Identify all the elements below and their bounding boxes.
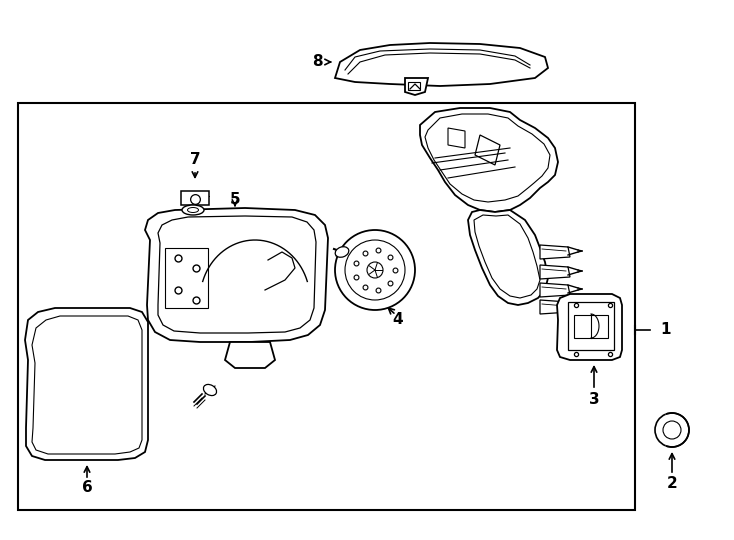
- Polygon shape: [32, 316, 142, 454]
- Polygon shape: [540, 283, 570, 297]
- Polygon shape: [557, 294, 622, 360]
- Polygon shape: [474, 215, 540, 298]
- Polygon shape: [568, 302, 614, 350]
- Text: 8: 8: [313, 55, 323, 70]
- Polygon shape: [540, 245, 570, 259]
- Text: 1: 1: [660, 322, 670, 338]
- Text: 3: 3: [589, 393, 600, 408]
- Polygon shape: [448, 128, 465, 148]
- Polygon shape: [425, 114, 550, 202]
- Text: 2: 2: [666, 476, 677, 491]
- Bar: [18, 103, 635, 510]
- FancyBboxPatch shape: [181, 191, 209, 205]
- Circle shape: [367, 262, 383, 278]
- Polygon shape: [420, 108, 558, 212]
- Ellipse shape: [203, 384, 217, 396]
- Ellipse shape: [335, 247, 349, 257]
- Text: 6: 6: [81, 481, 92, 496]
- Polygon shape: [468, 210, 548, 305]
- Polygon shape: [145, 208, 328, 342]
- Circle shape: [335, 230, 415, 310]
- Text: 7: 7: [189, 152, 200, 167]
- Polygon shape: [335, 43, 548, 86]
- Polygon shape: [540, 265, 570, 279]
- Polygon shape: [574, 315, 608, 338]
- Polygon shape: [225, 342, 275, 368]
- Polygon shape: [158, 216, 316, 333]
- Circle shape: [655, 413, 689, 447]
- Polygon shape: [165, 248, 208, 308]
- Ellipse shape: [182, 205, 204, 215]
- Circle shape: [663, 421, 681, 439]
- Polygon shape: [408, 82, 420, 90]
- Polygon shape: [25, 308, 148, 460]
- Text: 5: 5: [230, 192, 240, 207]
- Polygon shape: [405, 78, 428, 95]
- Polygon shape: [475, 135, 500, 165]
- Polygon shape: [540, 300, 570, 314]
- Circle shape: [345, 240, 405, 300]
- Ellipse shape: [187, 207, 198, 213]
- Text: 4: 4: [393, 313, 403, 327]
